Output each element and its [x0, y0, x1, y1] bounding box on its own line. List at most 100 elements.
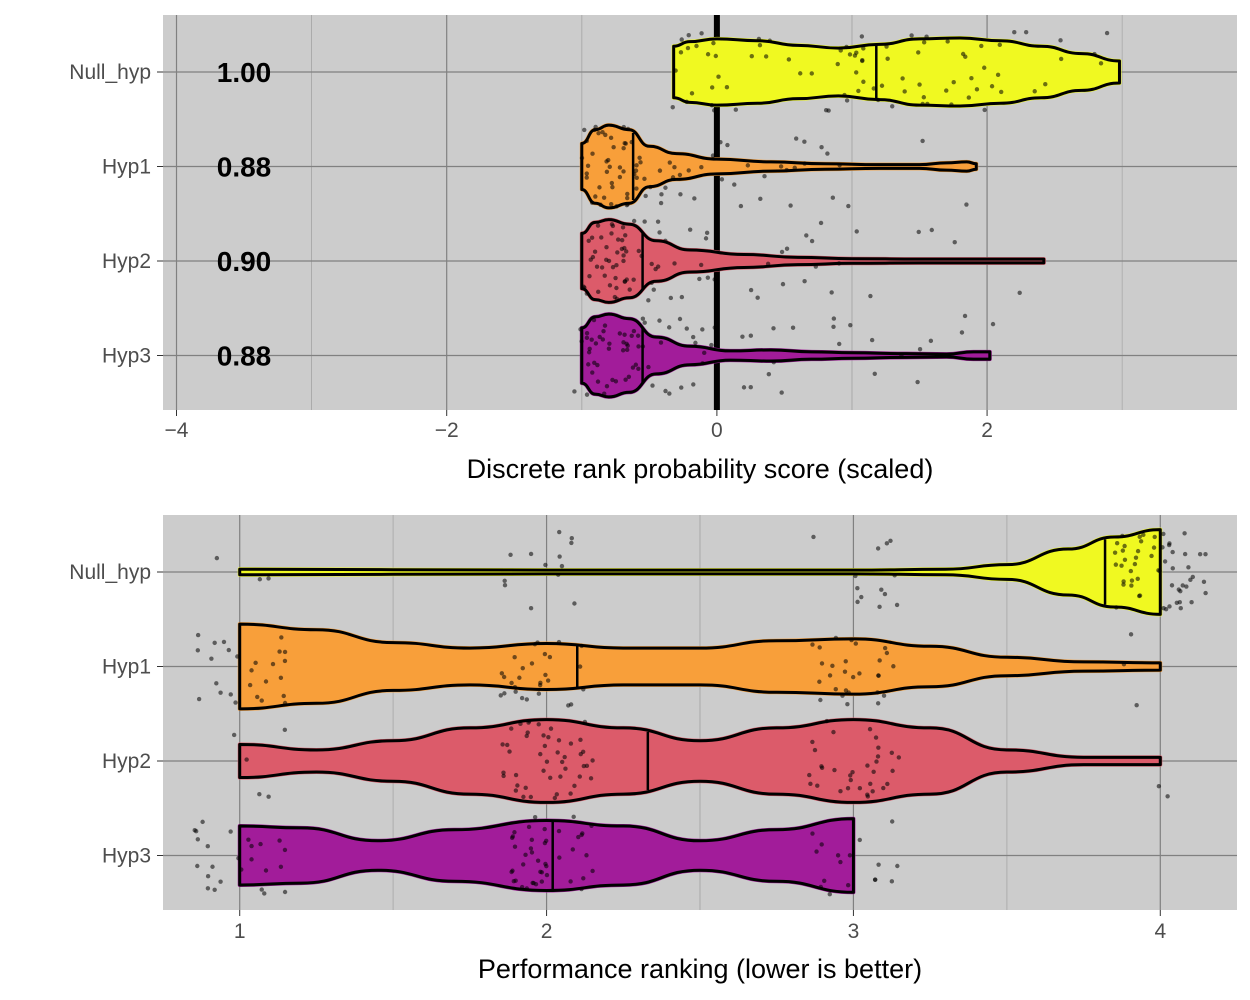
jitter-point [584, 175, 589, 180]
jitter-point [1188, 577, 1193, 583]
jitter-point [1156, 784, 1162, 789]
jitter-point [1161, 531, 1166, 537]
jitter-point [588, 257, 593, 262]
jitter-point [831, 316, 837, 321]
y-category-label: Hyp2 [102, 750, 151, 773]
jitter-point [733, 107, 739, 112]
jitter-point [855, 585, 860, 591]
jitter-point [282, 847, 288, 853]
jitter-point [579, 886, 584, 892]
jitter-point [1182, 531, 1187, 536]
jitter-point [639, 253, 644, 259]
jitter-point [693, 340, 698, 346]
jitter-point [205, 873, 211, 879]
jitter-point [510, 834, 516, 839]
jitter-point [685, 45, 691, 51]
jitter-point [845, 701, 850, 707]
jitter-point [778, 164, 784, 169]
jitter-point [609, 231, 614, 236]
jitter-point [625, 195, 630, 201]
jitter-point [1160, 545, 1165, 550]
jitter-point [711, 108, 717, 113]
jitter-point [854, 70, 859, 75]
jitter-point [239, 867, 244, 872]
jitter-point [709, 85, 715, 90]
jitter-point [498, 693, 503, 698]
jitter-point [584, 853, 589, 858]
jitter-point [246, 837, 251, 842]
jitter-point [838, 859, 843, 865]
jitter-point [626, 374, 632, 379]
jitter-point [586, 238, 591, 243]
jitter-point [527, 718, 532, 724]
jitter-point [756, 36, 762, 42]
jitter-point [614, 263, 619, 268]
jitter-point [741, 385, 747, 390]
jitter-point [871, 769, 876, 774]
jitter-point [604, 244, 609, 250]
jitter-point [1121, 662, 1127, 667]
jitter-point [749, 53, 754, 59]
jitter-point [854, 229, 859, 234]
jitter-point [642, 176, 647, 182]
jitter-point [856, 88, 861, 94]
jitter-point [590, 758, 595, 763]
jitter-point [813, 264, 819, 269]
jitter-point [617, 174, 623, 180]
jitter-point [266, 576, 271, 581]
jitter-point [780, 281, 786, 287]
jitter-point [604, 257, 609, 263]
jitter-point [533, 881, 539, 887]
jitter-point [732, 182, 737, 187]
jitter-point [833, 635, 839, 641]
jitter-point [195, 648, 201, 653]
jitter-point [668, 295, 674, 301]
jitter-point [678, 50, 684, 55]
jitter-point [584, 335, 590, 341]
jitter-point [582, 285, 587, 290]
jitter-point [249, 668, 254, 673]
jitter-point [512, 844, 518, 849]
jitter-point [867, 726, 873, 732]
jitter-point [699, 31, 704, 36]
jitter-point [640, 344, 646, 349]
jitter-point [604, 169, 610, 175]
jitter-point [663, 388, 668, 394]
jitter-point [763, 54, 769, 59]
jitter-point [262, 891, 267, 896]
jitter-point [282, 889, 288, 895]
jitter-point [593, 194, 598, 199]
jitter-point [810, 642, 815, 647]
jitter-point [556, 738, 562, 743]
jitter-point [622, 332, 627, 337]
jitter-point [689, 91, 695, 96]
jitter-point [499, 671, 505, 676]
jitter-point [892, 573, 897, 578]
violin-shape [580, 218, 1046, 304]
jitter-point [555, 750, 560, 755]
jitter-point [525, 730, 530, 735]
jitter-point [850, 674, 856, 680]
jitter-point [524, 733, 529, 739]
jitter-point [1120, 533, 1125, 539]
jitter-point [844, 44, 849, 50]
jitter-point [1137, 534, 1142, 540]
jitter-point [604, 159, 609, 164]
jitter-point [543, 562, 548, 568]
jitter-point [896, 755, 902, 760]
jitter-point [621, 253, 626, 258]
jitter-point [528, 794, 534, 800]
jitter-point [630, 365, 636, 370]
jitter-point [562, 754, 567, 760]
jitter-point [501, 770, 506, 775]
jitter-point [779, 390, 784, 395]
jitter-point [885, 781, 890, 787]
jitter-point [621, 169, 626, 174]
x-tick-label: 3 [848, 920, 860, 943]
jitter-point [579, 643, 584, 649]
jitter-point [556, 639, 562, 645]
y-category-label: Hyp1 [102, 656, 151, 679]
jitter-point [817, 679, 822, 684]
y-category-label: Null_hyp [69, 561, 151, 584]
jitter-point [920, 101, 925, 107]
